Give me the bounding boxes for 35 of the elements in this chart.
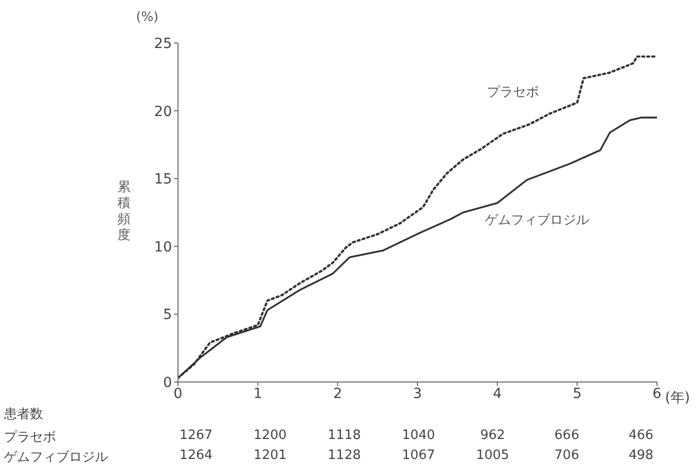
y-tick-label: 0 — [163, 374, 172, 391]
x-axis-title: (年) — [665, 389, 690, 407]
x-tick-label: 1 — [253, 386, 262, 402]
y-tick-label: 5 — [163, 307, 172, 324]
text: 1128 — [326, 448, 362, 463]
y-tick-label: 25 — [154, 36, 172, 52]
x-tick-label: 5 — [572, 386, 582, 402]
text: プラセボ — [4, 429, 56, 446]
y-tick-label: 15 — [154, 172, 172, 188]
x-tick-label: 4 — [492, 386, 502, 402]
text: 1200 — [252, 428, 288, 443]
x-tick-label: 0 — [174, 386, 182, 402]
text: 666 — [553, 428, 580, 443]
text: 1264 — [178, 448, 214, 463]
text: 1118 — [326, 428, 362, 443]
y-tick-label: 20 — [154, 104, 172, 120]
text: 1040 — [400, 428, 436, 443]
text: 466 — [628, 428, 654, 443]
text: ゲムフィブロジル — [4, 449, 108, 466]
text: 1067 — [400, 448, 436, 463]
text: 962 — [479, 428, 506, 443]
text: 1201 — [252, 448, 288, 463]
y-axis-title: 累積頻度 — [116, 180, 132, 244]
series-label: ゲムフィブロジル — [484, 212, 589, 228]
text: 706 — [553, 448, 580, 463]
text: (%) — [136, 10, 158, 25]
text: 498 — [628, 448, 654, 463]
y-tick-label: 10 — [154, 239, 172, 256]
text: 1267 — [178, 428, 214, 443]
x-tick-label: 6 — [652, 386, 662, 402]
series-label: プラセボ — [486, 84, 539, 100]
x-tick-label: 2 — [333, 386, 342, 402]
text: 1005 — [475, 448, 510, 463]
text: 患者数 — [4, 406, 43, 423]
x-tick-label: 3 — [413, 386, 422, 402]
